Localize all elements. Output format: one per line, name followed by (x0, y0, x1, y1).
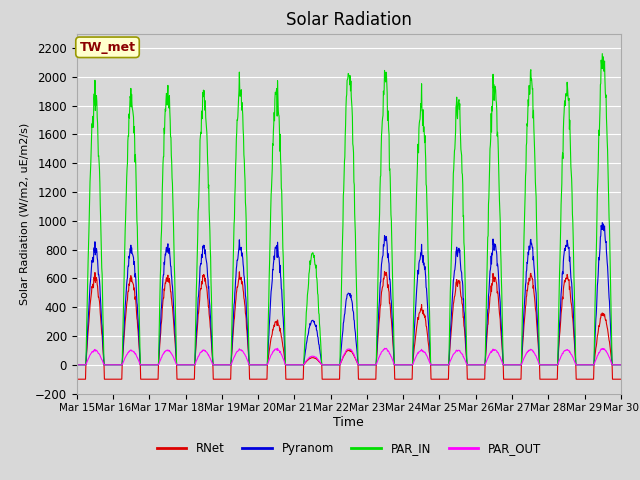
X-axis label: Time: Time (333, 416, 364, 429)
Y-axis label: Solar Radiation (W/m2, uE/m2/s): Solar Radiation (W/m2, uE/m2/s) (19, 122, 29, 305)
Title: Solar Radiation: Solar Radiation (286, 11, 412, 29)
Legend: RNet, Pyranom, PAR_IN, PAR_OUT: RNet, Pyranom, PAR_IN, PAR_OUT (152, 437, 545, 460)
Text: TW_met: TW_met (79, 41, 136, 54)
